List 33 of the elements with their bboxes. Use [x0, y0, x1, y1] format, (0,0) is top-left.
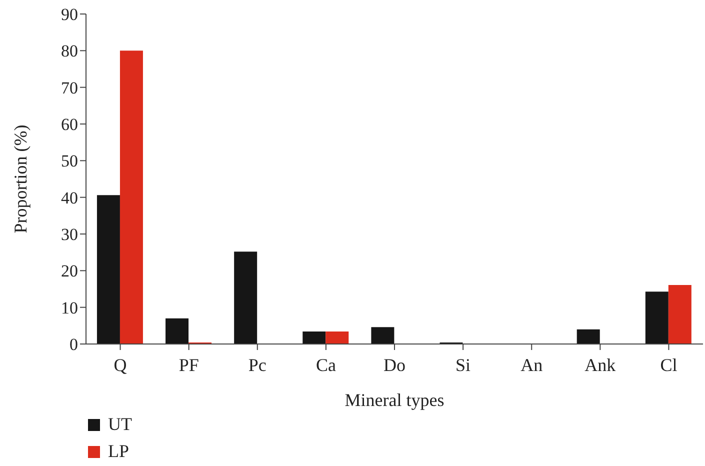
legend-label: LP	[108, 441, 130, 462]
bar	[234, 252, 258, 344]
y-axis-title: Proportion (%)	[10, 124, 30, 234]
x-tick-label: Q	[114, 354, 127, 375]
y-tick-label: 0	[70, 335, 78, 354]
y-tick-label: 70	[61, 78, 78, 98]
bar	[576, 329, 600, 344]
x-tick-label: Pc	[248, 354, 266, 375]
y-tick-label: 10	[61, 298, 78, 318]
x-tick-label: Do	[384, 354, 406, 375]
x-tick-label: Ank	[584, 354, 616, 375]
bar	[668, 284, 692, 344]
y-tick-label: 50	[61, 152, 78, 171]
bar	[96, 195, 120, 344]
bar	[326, 332, 349, 344]
bar	[120, 50, 143, 344]
x-tick-label: PF	[178, 354, 199, 375]
y-tick-label: 80	[61, 42, 78, 61]
x-tick-label: Ca	[316, 354, 336, 375]
legend-label: UT	[108, 414, 132, 435]
y-tick-label: 20	[61, 262, 78, 281]
x-tick-label: Si	[456, 354, 471, 375]
bar	[166, 318, 189, 344]
x-tick-label: An	[520, 354, 543, 375]
y-tick-label: 30	[61, 225, 78, 244]
x-axis-title: Mineral types	[344, 390, 444, 410]
bar	[302, 332, 326, 344]
bar	[645, 292, 668, 344]
x-tick-label: Cl	[660, 354, 678, 375]
y-tick-label: 90	[61, 5, 78, 24]
y-tick-label: 60	[61, 115, 78, 134]
y-tick-label: 40	[61, 188, 78, 208]
bar	[371, 327, 394, 344]
